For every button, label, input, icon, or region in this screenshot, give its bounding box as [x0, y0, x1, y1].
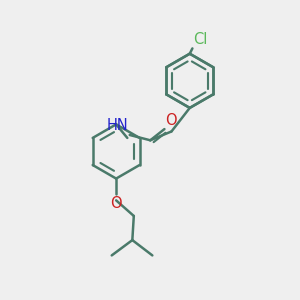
Text: HN: HN: [107, 118, 128, 133]
Text: Cl: Cl: [193, 32, 208, 47]
Text: O: O: [166, 113, 177, 128]
Text: O: O: [110, 196, 122, 211]
